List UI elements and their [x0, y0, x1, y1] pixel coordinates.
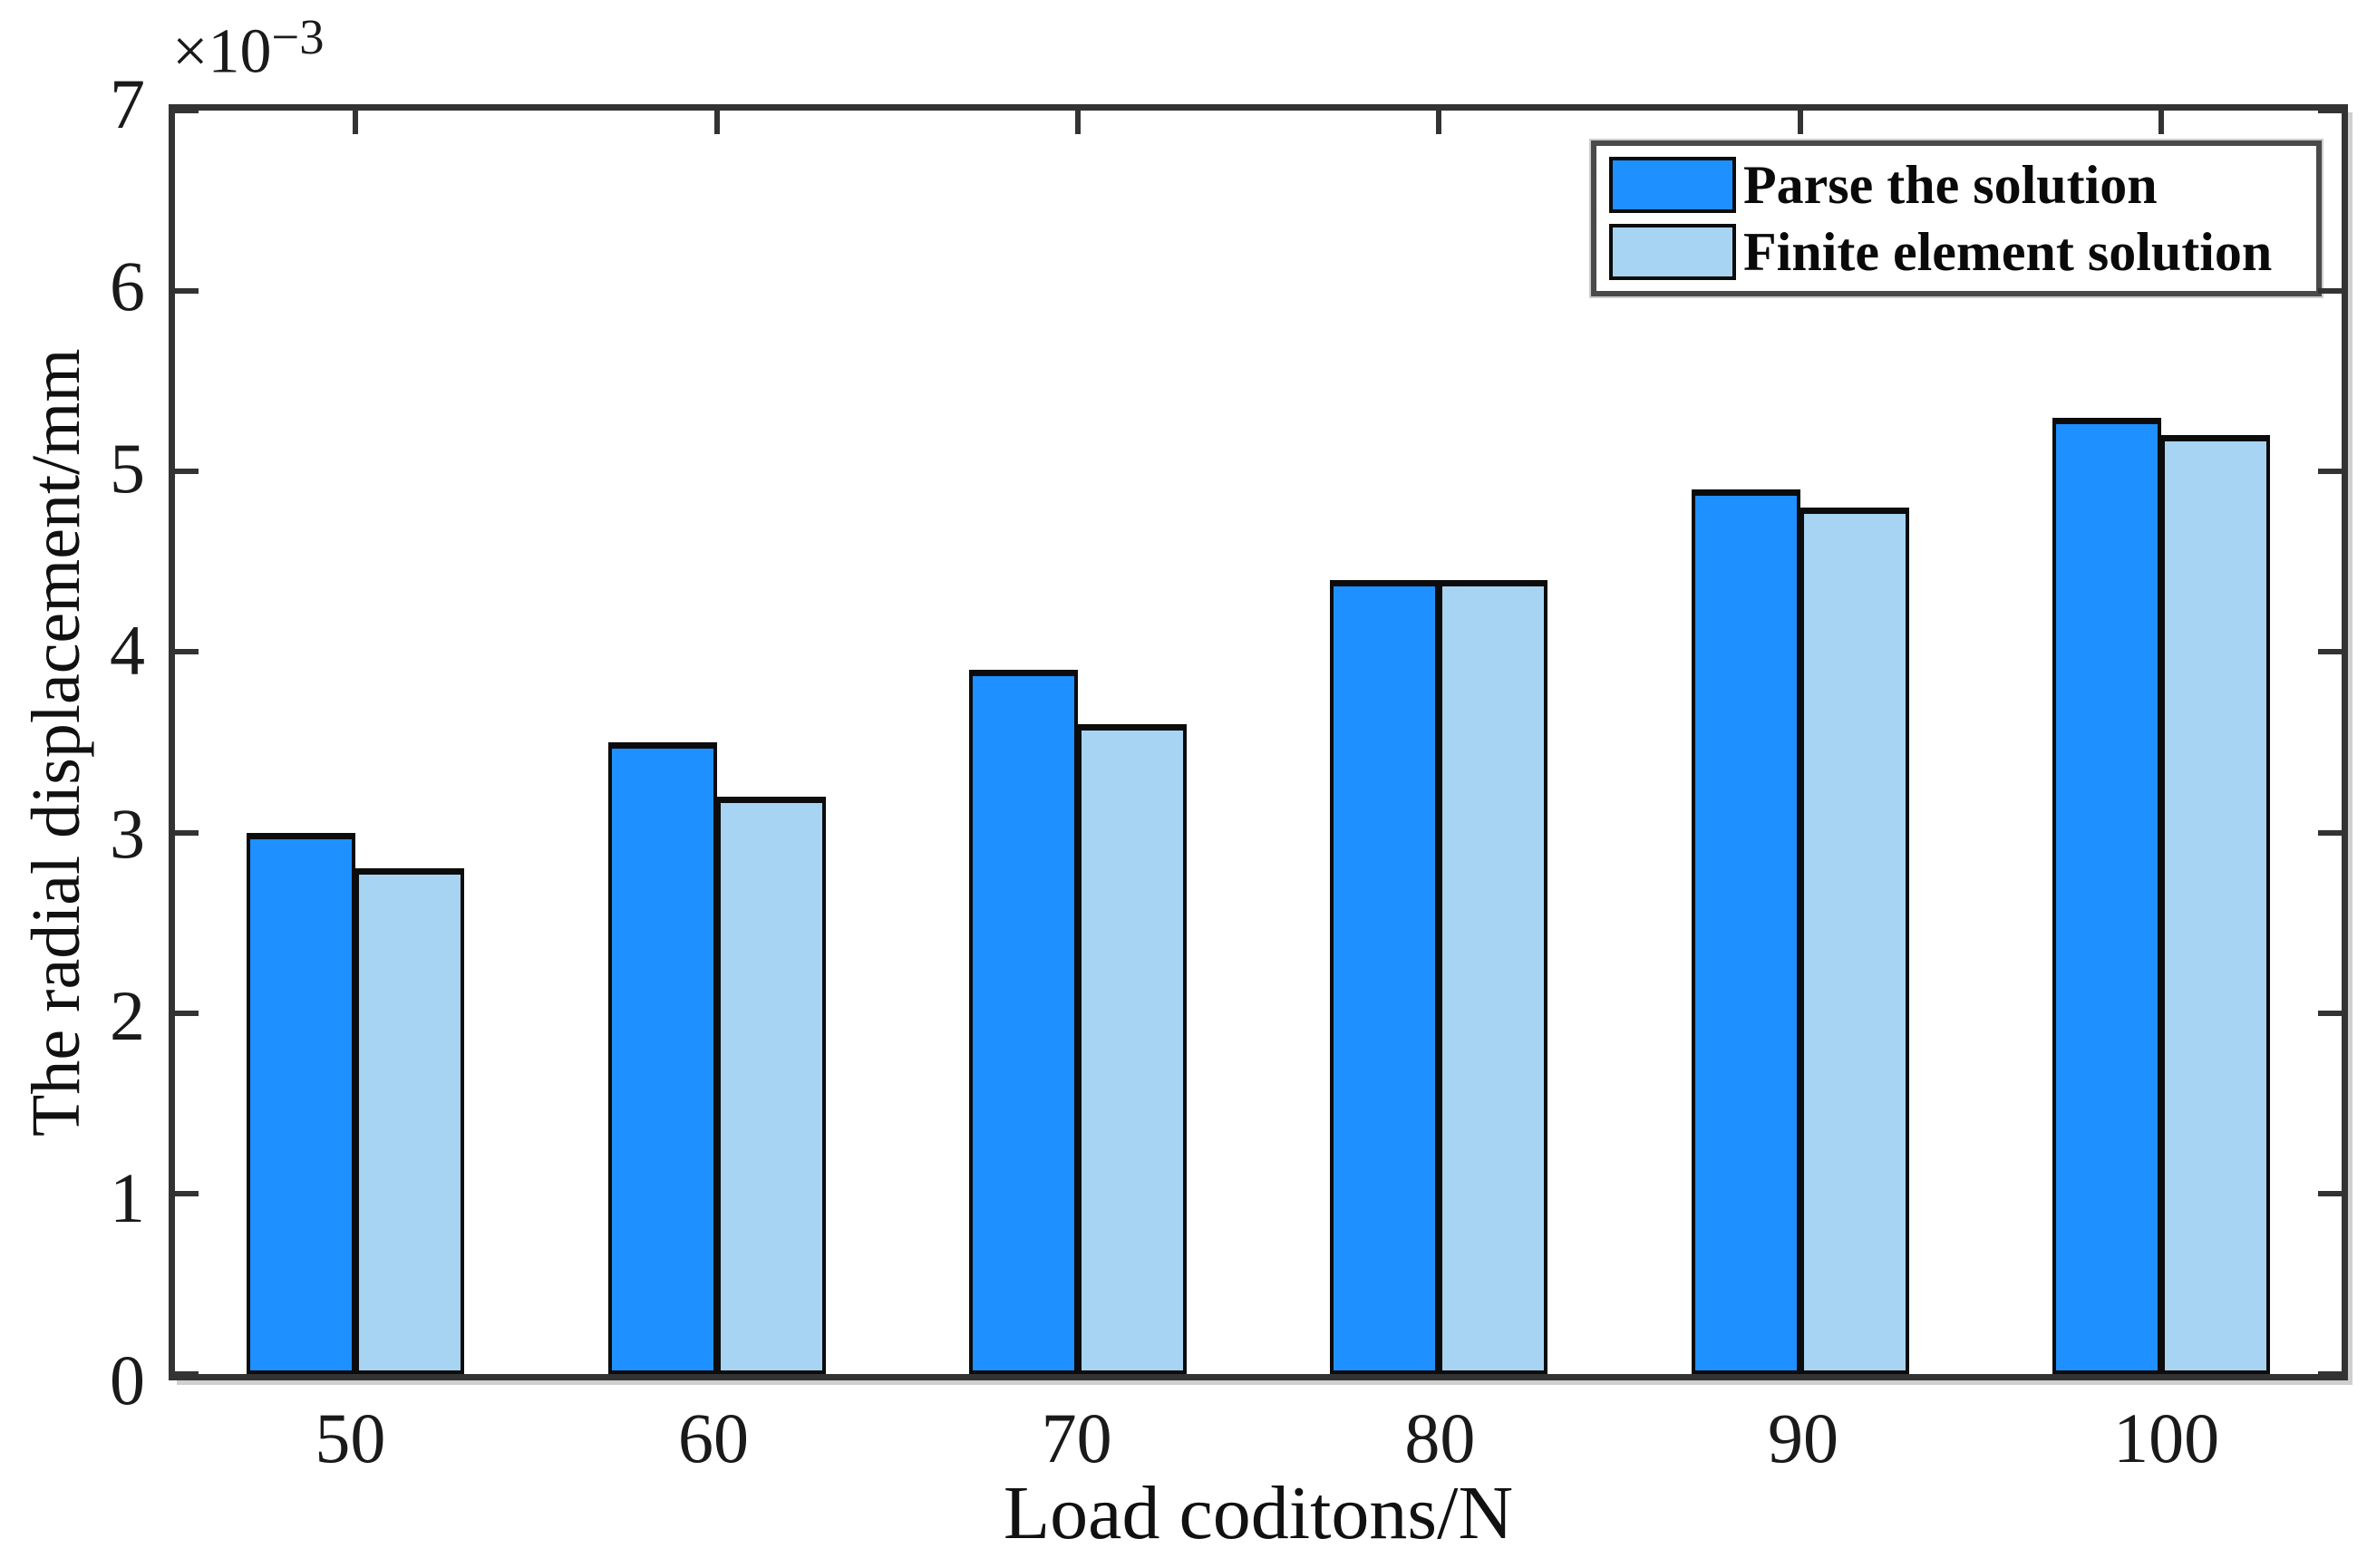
y-tick-label: 2: [110, 975, 145, 1055]
bar: [968, 670, 1078, 1374]
y-tick: [175, 469, 199, 475]
y-tick-label: 1: [110, 1157, 145, 1237]
y-tick: [175, 649, 199, 655]
y-tick: [2318, 1010, 2342, 1016]
legend-label: Finite element solution: [1743, 222, 2273, 282]
x-tick: [353, 111, 359, 134]
bar: [2160, 435, 2270, 1374]
y-axis-exponent-base: ×10: [172, 16, 272, 87]
legend-swatch: [1609, 224, 1736, 280]
y-tick: [2318, 649, 2342, 655]
bar: [716, 796, 826, 1374]
legend: Parse the solution Finite element solutio…: [1591, 140, 2322, 296]
y-tick-label: 0: [110, 1341, 145, 1419]
bar: [1800, 508, 1909, 1374]
bar: [355, 868, 465, 1374]
y-tick: [2318, 829, 2342, 836]
legend-item: Parse the solution: [1609, 157, 2305, 213]
y-tick: [2318, 469, 2342, 475]
y-tick-label: 5: [110, 429, 145, 508]
x-tick: [1436, 111, 1442, 134]
x-tick: [1797, 111, 1803, 134]
x-tick-label: 70: [1041, 1399, 1112, 1477]
bar: [1330, 579, 1440, 1374]
legend-label: Parse the solution: [1743, 155, 2158, 215]
y-tick: [2318, 1190, 2342, 1196]
y-axis-exponent-power: −3: [271, 9, 325, 64]
y-tick-label: 6: [110, 247, 145, 326]
bar: [1691, 489, 1800, 1374]
x-tick: [1074, 111, 1081, 134]
y-tick-label: 7: [110, 64, 145, 143]
x-tick-label: 50: [315, 1399, 386, 1477]
legend-swatch: [1609, 157, 1736, 213]
y-tick: [175, 108, 199, 113]
x-tick-label: 100: [2113, 1399, 2220, 1477]
x-tick: [2158, 111, 2164, 134]
y-tick-label: 4: [110, 611, 145, 691]
y-tick: [2318, 288, 2342, 295]
y-tick: [175, 1010, 199, 1016]
bar: [1077, 724, 1187, 1374]
x-axis-tick-labels: 50 60 70 80 90 100: [169, 1403, 2348, 1486]
bar: [607, 742, 717, 1374]
x-tick: [713, 111, 720, 134]
bar: [247, 832, 356, 1374]
y-tick: [2318, 1371, 2342, 1377]
y-tick: [175, 1371, 199, 1377]
plot-area: Parse the solution Finite element solutio…: [169, 104, 2348, 1380]
x-axis-title: Load coditons/N: [1003, 1471, 1514, 1555]
y-tick-label: 3: [110, 793, 145, 873]
y-tick: [175, 829, 199, 836]
x-tick-label: 80: [1404, 1399, 1476, 1477]
y-tick: [175, 1190, 199, 1196]
x-tick-label: 90: [1768, 1399, 1838, 1477]
bar: [2052, 417, 2161, 1374]
bar: [1439, 579, 1548, 1374]
x-tick-label: 60: [678, 1399, 749, 1477]
y-tick: [2318, 108, 2342, 113]
y-axis-exponent: ×10−3: [172, 12, 325, 87]
y-tick: [175, 288, 199, 295]
legend-item: Finite element solution: [1609, 224, 2305, 280]
